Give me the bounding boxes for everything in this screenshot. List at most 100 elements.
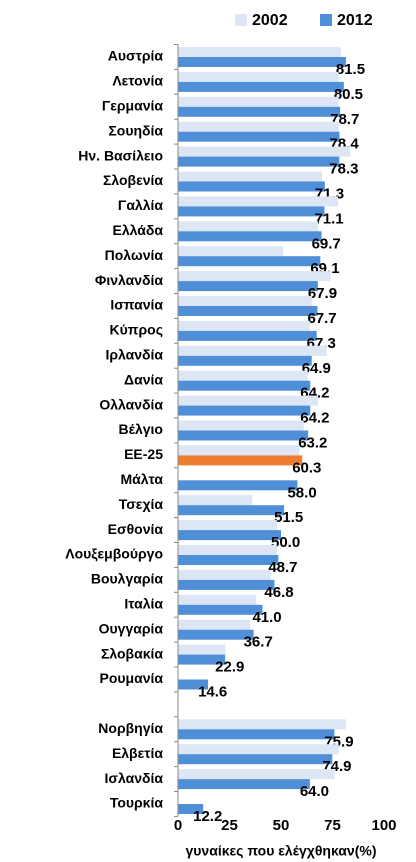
y-tick-label: Σουηδία	[108, 122, 163, 138]
bar	[178, 231, 322, 242]
data-label: 36.7	[244, 634, 273, 651]
x-axis-label: γυναίκες που ελέγχθηκαν(%)	[186, 843, 377, 859]
bar	[178, 569, 271, 580]
data-label: 64.0	[300, 783, 329, 800]
data-label: 67.7	[307, 310, 336, 327]
bar	[178, 495, 253, 506]
bar	[178, 719, 346, 730]
bar	[178, 729, 335, 740]
y-tick-label: Σλοβακία	[101, 645, 163, 661]
data-label: 67.9	[308, 285, 337, 302]
bar	[178, 405, 311, 416]
x-tick-label: 25	[221, 817, 238, 834]
data-label: 41.0	[252, 609, 281, 626]
bar	[178, 769, 335, 780]
bar	[178, 330, 317, 341]
data-label: 63.2	[298, 434, 327, 451]
x-tick-label: 100	[371, 817, 396, 834]
bar	[178, 579, 275, 590]
bar	[178, 430, 309, 441]
bar	[178, 754, 333, 765]
y-tick-label: Ολλανδία	[99, 396, 163, 412]
y-tick-label: Βουλγαρία	[91, 571, 164, 587]
bar	[178, 555, 279, 565]
bar	[178, 545, 277, 555]
y-tick-label: Φινλανδία	[95, 272, 164, 288]
data-label: 22.9	[215, 659, 244, 676]
x-tick-label: 0	[174, 817, 182, 834]
y-tick-label: Ην. Βασίλειο	[78, 147, 163, 163]
bar	[178, 395, 319, 406]
bar	[178, 181, 325, 192]
bar	[178, 530, 281, 541]
y-tick-label: Κύπρος	[110, 322, 163, 338]
y-tick-label: Πολωνία	[105, 247, 164, 263]
bar	[178, 520, 277, 531]
bar	[178, 121, 339, 132]
data-label: 48.7	[268, 559, 297, 576]
y-tick-label: Ισλανδία	[105, 770, 164, 786]
y-tick-label: Ουγγαρία	[99, 620, 164, 636]
bar	[178, 196, 339, 207]
bar	[178, 455, 303, 466]
bar	[178, 505, 285, 516]
data-label: 51.5	[274, 509, 303, 526]
legend-swatch	[320, 14, 332, 26]
y-tick-label: Μάλτα	[120, 471, 163, 487]
data-label: 12.2	[193, 808, 222, 825]
y-tick-label: Ισπανία	[110, 297, 163, 313]
bar	[178, 246, 284, 257]
bar	[178, 345, 327, 356]
x-tick-label: 75	[324, 817, 341, 834]
bar	[178, 96, 339, 107]
data-label: 69.7	[312, 235, 341, 252]
bar	[178, 47, 341, 57]
bar	[178, 281, 318, 292]
y-tick-label: Ελβετία	[112, 745, 163, 761]
bar	[178, 480, 298, 491]
x-tick-label: 50	[273, 817, 290, 834]
y-tick-label: Ελλάδα	[113, 222, 164, 238]
data-label: 58.0	[287, 484, 316, 501]
y-tick-label: Γερμανία	[102, 97, 164, 113]
bar	[178, 256, 321, 267]
data-label: 80.5	[334, 86, 363, 103]
bar	[178, 744, 339, 755]
y-tick-label: Λουξεμβούργο	[65, 546, 163, 562]
bar	[178, 57, 346, 67]
legend-swatch	[235, 14, 247, 26]
data-label: 64.2	[300, 410, 329, 427]
y-tick-label: Τουρκία	[110, 795, 164, 811]
data-label: 71.1	[314, 210, 343, 227]
y-tick-label: Τσεχία	[119, 496, 164, 512]
bar	[178, 146, 351, 157]
legend-label: 2002	[252, 12, 288, 29]
bar	[178, 594, 257, 605]
y-tick-label: Ιρλανδία	[105, 346, 163, 362]
bar	[178, 320, 310, 331]
bar	[178, 629, 254, 640]
bar	[178, 654, 226, 665]
y-tick-label: Βέλγιο	[119, 421, 163, 437]
bar	[178, 221, 319, 232]
data-label: 46.8	[264, 584, 293, 601]
data-label: 50.0	[271, 534, 300, 551]
bar	[178, 71, 339, 82]
y-tick-label: Γαλλία	[118, 197, 163, 213]
bar	[178, 81, 344, 92]
bar	[178, 420, 304, 431]
bar	[178, 206, 325, 217]
y-tick-label: Αυστρία	[108, 48, 164, 64]
y-tick-label: Ρουμανία	[100, 670, 164, 686]
bar	[178, 171, 323, 182]
bar	[178, 380, 311, 391]
bar	[178, 131, 340, 142]
y-tick-label: Σλοβενία	[103, 172, 163, 188]
bar	[178, 370, 308, 381]
data-label: 78.3	[329, 161, 358, 178]
bar	[178, 644, 226, 655]
bar	[178, 619, 251, 630]
legend-label: 2012	[337, 12, 373, 29]
data-label: 14.6	[198, 683, 227, 700]
